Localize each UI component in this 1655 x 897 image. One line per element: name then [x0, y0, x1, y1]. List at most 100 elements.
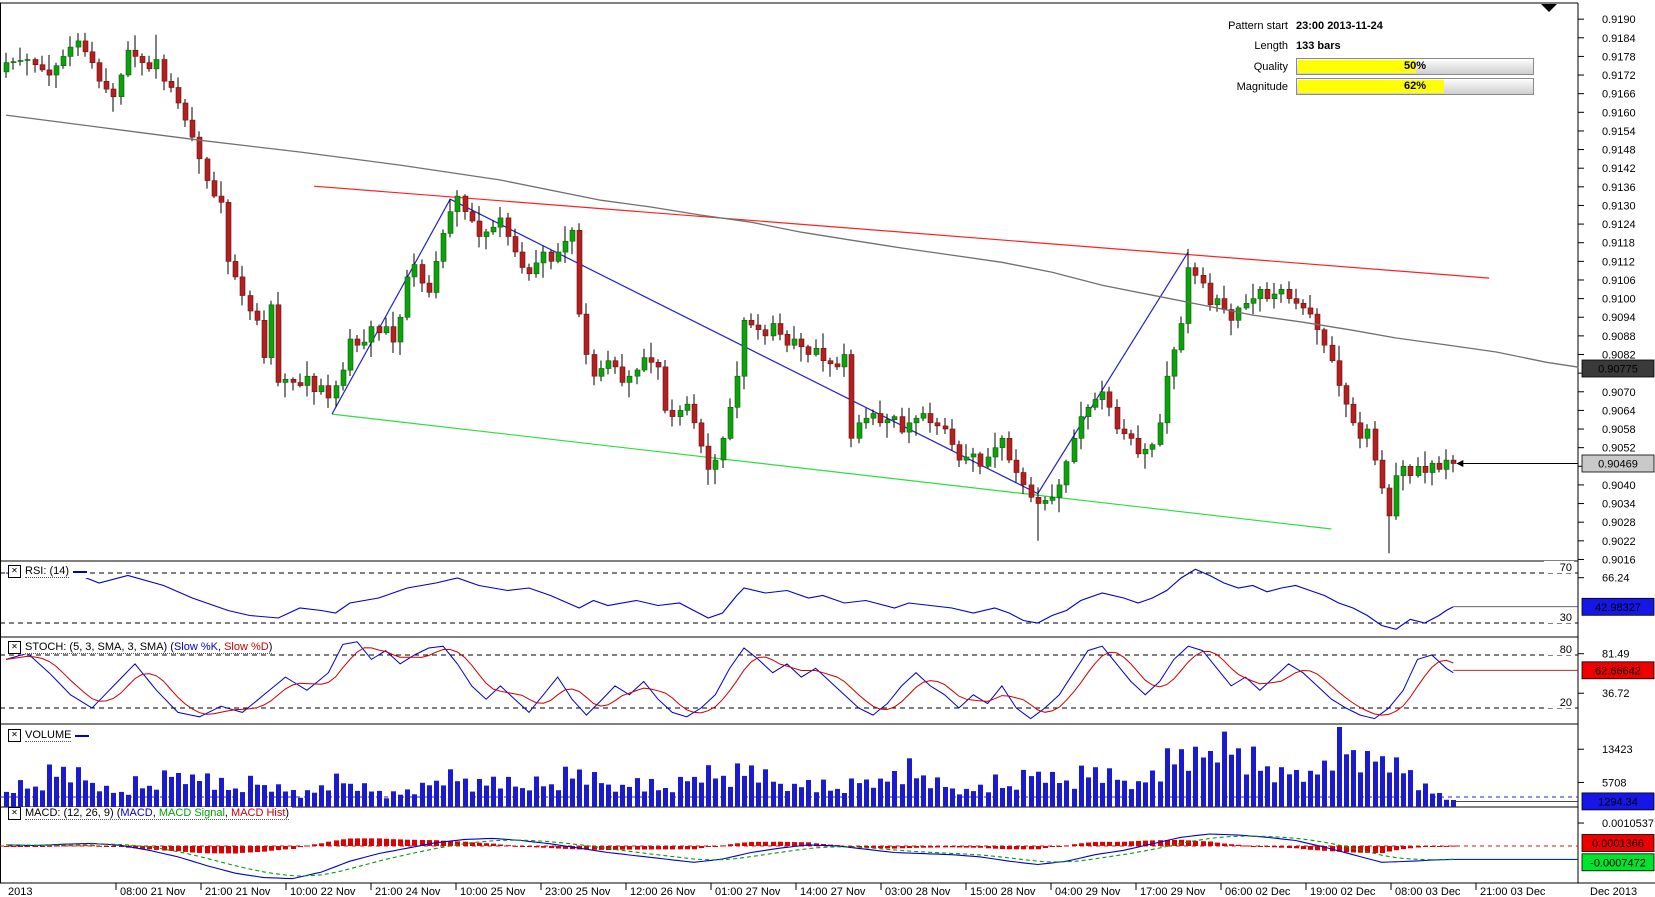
- volume-bar: [255, 784, 260, 807]
- candle-body: [476, 220, 483, 237]
- candle-body: [1157, 422, 1164, 445]
- macd-hist-bar: [377, 838, 382, 846]
- candle-body: [677, 410, 684, 417]
- macd-close-checkbox-icon[interactable]: ✕: [8, 807, 21, 820]
- macd-hist-bar: [477, 842, 482, 846]
- volume-bar: [1444, 799, 1449, 807]
- price-tick-label: 0.9052: [1602, 443, 1636, 455]
- candle-body: [612, 360, 619, 368]
- pattern-zigzag-line: [331, 198, 1189, 495]
- volume-bar: [1000, 788, 1005, 807]
- price-tick-label: 0.9172: [1602, 70, 1636, 82]
- price-tick-label: 0.9160: [1602, 107, 1636, 119]
- candle-body: [970, 453, 977, 458]
- macd-hist-bar: [1344, 846, 1349, 853]
- candle-body: [784, 333, 791, 346]
- title-segment: ,: [224, 807, 232, 819]
- volume-bar: [398, 794, 403, 807]
- macd-hist-bar: [1423, 846, 1428, 847]
- candle-body: [254, 310, 261, 321]
- rsi-close-checkbox-icon[interactable]: ✕: [8, 565, 21, 578]
- candle-body: [791, 338, 798, 346]
- volume-bar: [978, 784, 983, 807]
- volume-bar: [1365, 751, 1370, 807]
- volume-bar: [821, 779, 826, 807]
- candle-body: [1049, 496, 1056, 501]
- candle-body: [1135, 437, 1142, 455]
- macd-hist-bar: [1115, 841, 1120, 846]
- axis-badge-text: -0.0007472: [1590, 857, 1646, 869]
- volume-bar: [763, 769, 768, 807]
- price-tick-label: 0.9016: [1602, 554, 1636, 566]
- indicator-tick-label: 81.49: [1602, 649, 1630, 661]
- volume-bar: [291, 790, 296, 807]
- volume-bar: [1294, 770, 1299, 807]
- macd-hist-bar: [1373, 846, 1378, 853]
- candle-body: [569, 230, 576, 242]
- macd-hist-bar: [1122, 841, 1127, 846]
- candle-body: [483, 231, 490, 237]
- axis-badge: [1581, 853, 1655, 872]
- macd-hist-bar: [556, 846, 561, 849]
- macd-hist-bar: [1251, 846, 1256, 847]
- volume-bar: [713, 778, 718, 807]
- macd-hist-bar: [4, 846, 9, 847]
- candle-body: [1207, 282, 1214, 306]
- macd-hist-bar: [219, 846, 224, 854]
- macd-hist-bar: [11, 846, 16, 847]
- macd-hist-bar: [649, 846, 654, 850]
- volume-bar: [878, 778, 883, 807]
- candle-body: [1329, 344, 1336, 362]
- volume-bar: [1100, 782, 1105, 807]
- volume-bar: [477, 779, 482, 807]
- candle-body: [913, 417, 920, 424]
- price-tick-label: 0.9166: [1602, 89, 1636, 101]
- volume-bar: [119, 791, 124, 807]
- macd-hist-bar: [1416, 846, 1421, 848]
- volume-panel-title: ✕ VOLUME: [8, 729, 93, 742]
- stoch-close-checkbox-icon[interactable]: ✕: [8, 641, 21, 654]
- volume-close-checkbox-icon[interactable]: ✕: [8, 729, 21, 742]
- ma-line: [5, 114, 1579, 368]
- volume-bar: [771, 781, 776, 807]
- volume-bar: [176, 773, 181, 807]
- candle-body: [920, 413, 927, 419]
- candle-body: [1042, 500, 1049, 504]
- volume-bar: [463, 778, 468, 807]
- candle-body: [748, 319, 755, 326]
- volume-bar: [964, 788, 969, 807]
- candle-body: [182, 102, 189, 121]
- price-tick-label: 0.9088: [1602, 331, 1636, 343]
- macd-hist-bar: [348, 838, 353, 846]
- price-tick-label: 0.9154: [1602, 126, 1636, 138]
- volume-bar: [1136, 781, 1141, 807]
- candle-body: [1264, 288, 1271, 299]
- candle-body: [927, 413, 934, 424]
- macd-hist-bar: [276, 846, 281, 850]
- price-tick-label: 0.9028: [1602, 517, 1636, 529]
- rsi-panel-title: ✕ RSI: (14): [8, 565, 91, 578]
- macd-hist-bar: [1351, 846, 1356, 853]
- macd-hist-bar: [1201, 841, 1206, 846]
- candle-body: [168, 81, 175, 88]
- candle-body: [641, 357, 648, 371]
- candle-body: [1178, 323, 1185, 351]
- volume-bar: [1129, 789, 1134, 807]
- volume-bar: [348, 783, 353, 807]
- candle-body: [268, 304, 275, 358]
- candle-body: [605, 360, 612, 369]
- candle-body: [540, 251, 547, 264]
- macd-hist-bar: [541, 846, 546, 848]
- macd-hist-bar: [871, 846, 876, 848]
- candle-body: [290, 378, 297, 383]
- candle-body: [60, 56, 67, 67]
- macd-hist-bar: [1330, 846, 1335, 852]
- time-axis-label: 04:00 29 Nov: [1055, 886, 1121, 897]
- macd-hist-bar: [964, 846, 969, 848]
- macd-hist-bar: [563, 846, 568, 849]
- candle-body: [1214, 298, 1221, 306]
- candle-body: [956, 444, 963, 461]
- volume-bar: [627, 786, 632, 807]
